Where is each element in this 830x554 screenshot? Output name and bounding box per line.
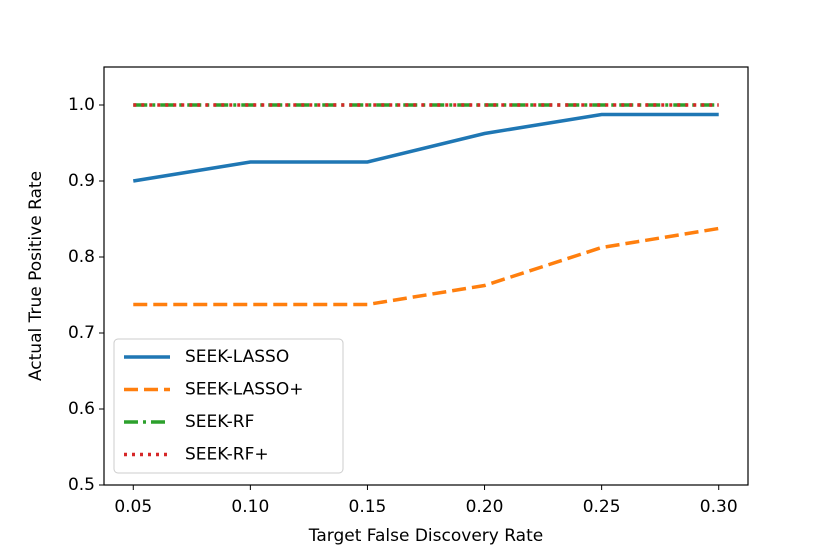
y-tick-label: 1.0 (68, 95, 95, 115)
plot-frame (103, 66, 749, 486)
x-tick-label: 0.15 (349, 497, 387, 517)
x-tick-label: 0.30 (700, 497, 738, 517)
series-line (133, 226, 720, 307)
x-tick-label: 0.10 (231, 497, 269, 517)
y-tick-label: 0.7 (68, 323, 95, 343)
legend-label: SEEK-RF (185, 412, 254, 432)
x-tick-label: 0.25 (583, 497, 621, 517)
legend-box (113, 338, 344, 474)
y-axis-label: Actual True Positive Rate (26, 171, 46, 381)
y-tick-label: 0.8 (68, 247, 95, 267)
legend-label: SEEK-RF+ (185, 445, 269, 465)
y-tick-label: 0.6 (68, 399, 95, 419)
x-axis-label: Target False Discovery Rate (308, 526, 543, 546)
series-line (132, 112, 719, 183)
y-tick-label: 0.5 (68, 475, 95, 495)
x-tick-label: 0.05 (114, 497, 152, 517)
legend-label: SEEK-LASSO (185, 347, 289, 367)
x-tick-label: 0.20 (466, 497, 504, 517)
legend-label: SEEK-LASSO+ (185, 380, 303, 400)
y-tick-label: 0.9 (68, 171, 95, 191)
